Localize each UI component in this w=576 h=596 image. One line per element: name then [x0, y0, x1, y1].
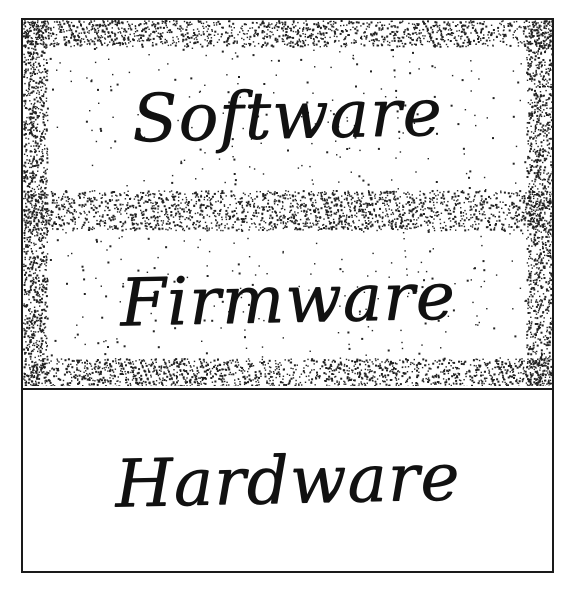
layer-stack-diagram: Software Firmware Hardware: [21, 18, 554, 573]
hardware-layer-label: Hardware: [114, 438, 461, 523]
software-layer-label: Software: [131, 73, 444, 157]
firmware-layer: Firmware: [23, 210, 552, 388]
hardware-layer: Hardware: [23, 388, 552, 571]
firmware-layer-label: Firmware: [118, 256, 457, 342]
software-layer: Software: [23, 20, 552, 210]
